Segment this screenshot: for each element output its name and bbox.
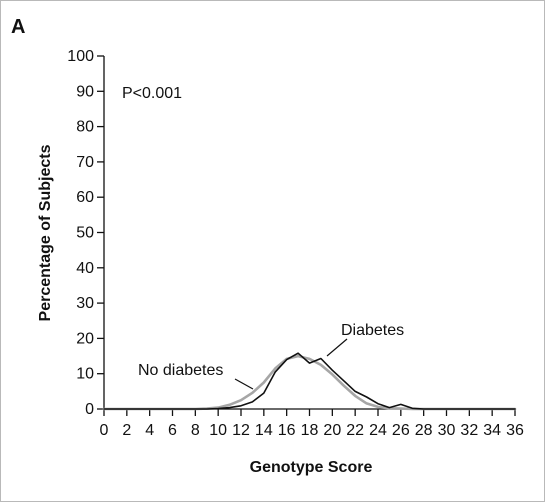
x-tick-label: 16 xyxy=(278,422,296,439)
x-tick-label: 20 xyxy=(323,422,341,439)
x-tick-label: 14 xyxy=(255,422,273,439)
x-tick-label: 30 xyxy=(438,422,456,439)
x-tick-label: 4 xyxy=(145,422,154,439)
y-tick-label: 30 xyxy=(76,295,94,312)
legend-label-no-diabetes: No diabetes xyxy=(138,362,223,379)
y-tick-label: 60 xyxy=(76,189,94,206)
y-tick-label: 0 xyxy=(85,401,94,418)
y-tick-label: 20 xyxy=(76,330,94,347)
y-tick-label: 70 xyxy=(76,154,94,171)
x-tick-label: 34 xyxy=(483,422,501,439)
leader-line-diabetes xyxy=(326,338,348,357)
x-tick-label: 12 xyxy=(232,422,250,439)
x-axis-title: Genotype Score xyxy=(250,459,373,476)
x-tick-label: 28 xyxy=(415,422,433,439)
x-tick-label: 6 xyxy=(168,422,177,439)
series-line-diabetes xyxy=(103,352,516,410)
series-line-no-diabetes xyxy=(102,354,517,411)
y-tick-label: 10 xyxy=(76,366,94,383)
panel-label: A xyxy=(11,16,25,38)
y-tick-label: 40 xyxy=(76,260,94,277)
x-tick-label: 18 xyxy=(301,422,319,439)
x-tick-label: 0 xyxy=(100,422,109,439)
x-tick-label: 22 xyxy=(346,422,364,439)
x-tick-label: 36 xyxy=(506,422,524,439)
p-value-annotation: P<0.001 xyxy=(122,85,182,102)
y-tick-label: 50 xyxy=(76,225,94,242)
leader-line-no-diabetes xyxy=(234,378,254,390)
x-tick-label: 26 xyxy=(392,422,410,439)
x-tick-label: 2 xyxy=(122,422,131,439)
y-tick-label: 100 xyxy=(67,48,94,65)
y-tick-label: 90 xyxy=(76,83,94,100)
y-tick-label: 80 xyxy=(76,119,94,136)
x-tick-label: 10 xyxy=(209,422,227,439)
series-group xyxy=(102,352,517,411)
x-tick-label: 8 xyxy=(191,422,200,439)
x-tick-label: 24 xyxy=(369,422,387,439)
y-axis-title: Percentage of Subjects xyxy=(37,144,54,321)
legend-label-diabetes: Diabetes xyxy=(341,322,404,339)
x-tick-label: 32 xyxy=(460,422,478,439)
